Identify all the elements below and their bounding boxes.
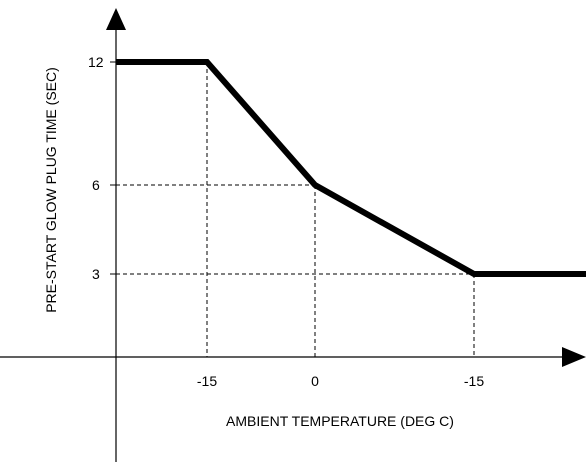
y-axis-arrow: [106, 8, 126, 30]
x-tick-label-3: -15: [464, 373, 484, 389]
y-axis-title: PRE-START GLOW PLUG TIME (SEC): [43, 67, 59, 313]
reference-guides: [116, 62, 475, 357]
x-axis-title: AMBIENT TEMPERATURE (DEG C): [226, 413, 454, 429]
x-tick-label-2: 0: [311, 373, 319, 389]
x-tick-label-1: -15: [197, 373, 217, 389]
series-line: [116, 59, 586, 277]
y-tick-label-6: 6: [92, 177, 100, 193]
y-tick-label-12: 12: [88, 54, 104, 70]
y-tick-label-3: 3: [92, 266, 100, 282]
x-axis-arrow: [562, 347, 586, 367]
